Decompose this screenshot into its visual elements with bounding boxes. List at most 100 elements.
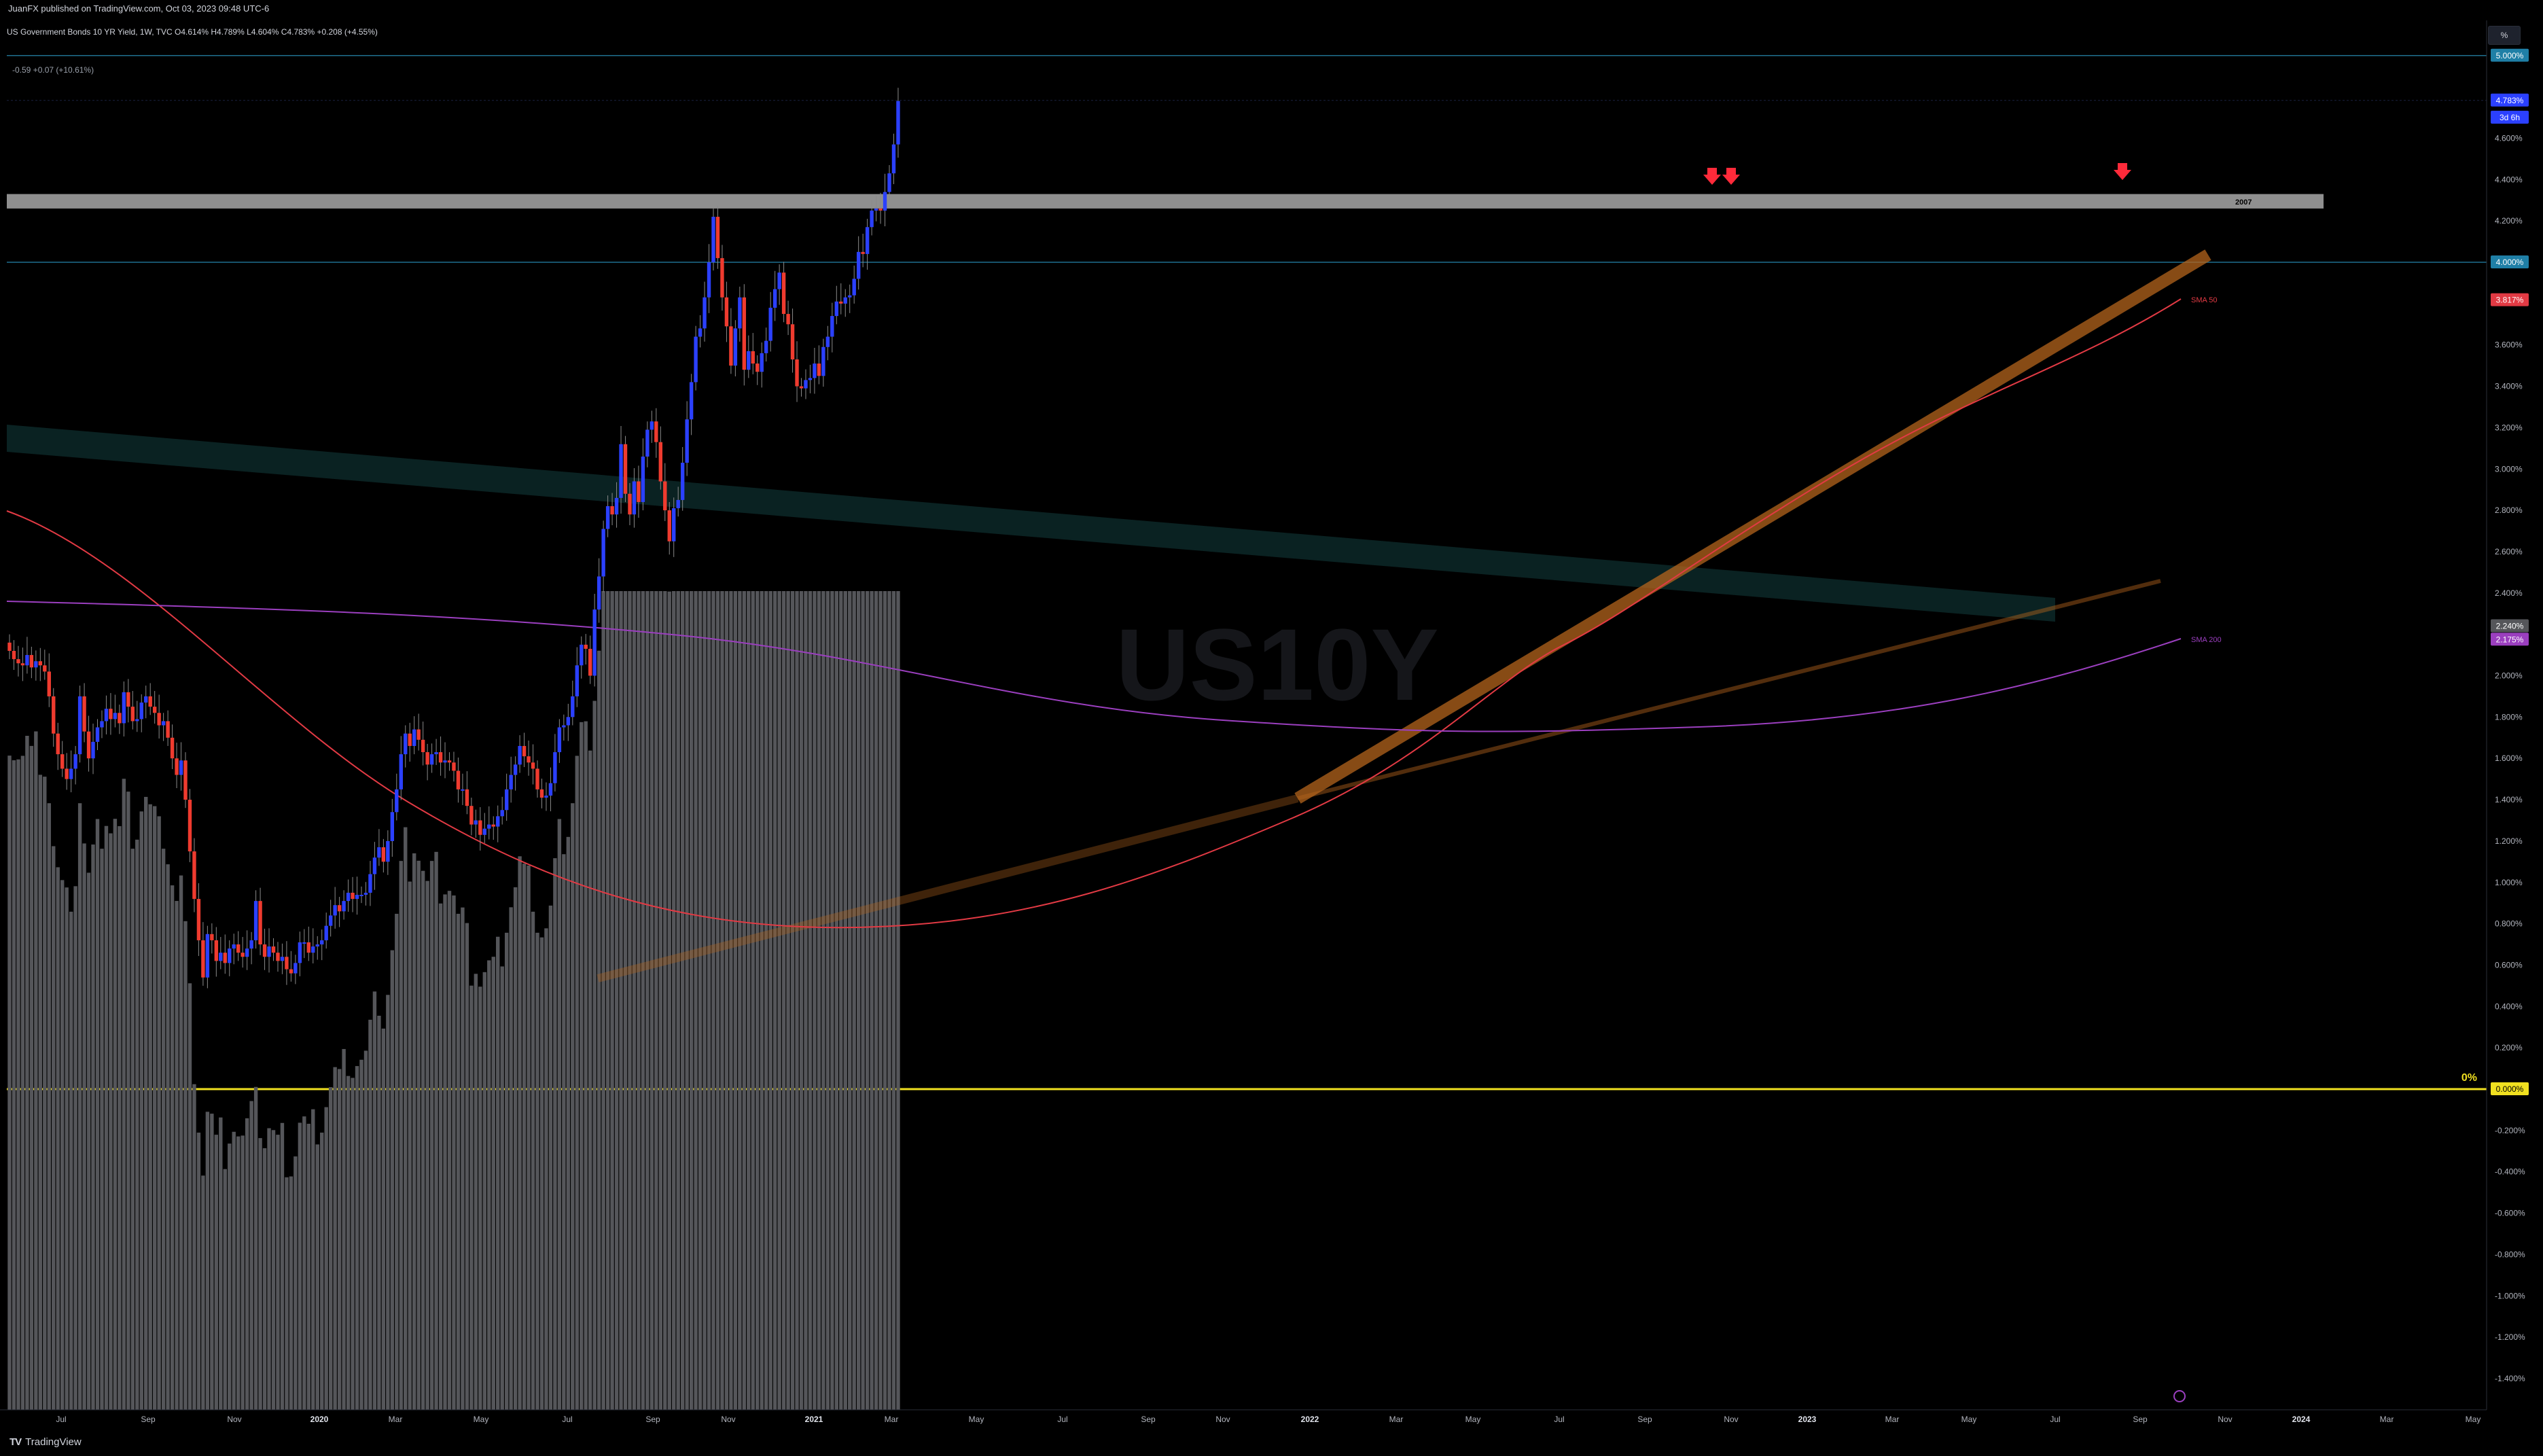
- candles: [7, 88, 900, 989]
- volume-bar: [170, 885, 175, 1410]
- candle-body: [601, 529, 605, 577]
- candle-body: [47, 671, 51, 696]
- volume-bar: [487, 960, 491, 1410]
- volume-bar: [271, 1130, 276, 1410]
- price-tag: [2491, 111, 2529, 124]
- candle-body: [302, 942, 306, 944]
- volume-bar: [381, 1028, 386, 1410]
- time-tick-label: Nov: [1724, 1415, 1738, 1424]
- candle-body: [456, 770, 461, 789]
- volume-bar: [632, 591, 637, 1410]
- candle-body: [192, 851, 196, 900]
- volume-bar: [883, 591, 887, 1410]
- band-label: 2007: [2235, 198, 2252, 207]
- volume-bar: [544, 928, 548, 1410]
- volume-bar: [399, 861, 403, 1410]
- candle-body: [654, 421, 658, 442]
- tradingview-logo[interactable]: TV TradingView: [10, 1436, 82, 1448]
- volume-bar: [654, 591, 658, 1410]
- volume-bar: [474, 974, 478, 1410]
- volume-bar: [781, 591, 786, 1410]
- symbol-legend[interactable]: US Government Bonds 10 YR Yield, 1W, TVC…: [7, 27, 378, 37]
- price-tick-label: -1.000%: [2495, 1291, 2525, 1300]
- volume-bar: [531, 911, 535, 1410]
- candle-body: [711, 217, 715, 262]
- candle-body: [768, 307, 772, 341]
- percent-scale-button[interactable]: %: [2488, 26, 2521, 45]
- time-tick-label: 2024: [2292, 1415, 2311, 1424]
- time-tick-label: Jul: [56, 1415, 66, 1424]
- time-tick-label: May: [1465, 1415, 1481, 1424]
- volume-bar: [491, 957, 495, 1410]
- candle-body: [126, 692, 130, 707]
- candle-body: [469, 806, 474, 825]
- volume-bar: [751, 591, 755, 1410]
- time-tick-label: Mar: [885, 1415, 899, 1424]
- tv-logo-text: TradingView: [25, 1436, 82, 1448]
- price-tag: [2491, 255, 2529, 268]
- volume-bar: [302, 1116, 306, 1410]
- volume-bar: [95, 819, 100, 1410]
- candle-body: [733, 328, 738, 366]
- volume-bar: [658, 591, 662, 1410]
- candle-body: [113, 713, 118, 720]
- candle-body: [641, 456, 645, 502]
- volume-bar: [760, 591, 764, 1410]
- price-tick-label: 0.600%: [2495, 960, 2523, 970]
- volume-bar: [289, 1176, 294, 1410]
- candle-body: [157, 713, 161, 726]
- candle-body: [742, 297, 747, 370]
- candle-body: [738, 297, 742, 329]
- volume-bar: [183, 921, 188, 1410]
- volume-bar: [623, 591, 628, 1410]
- price-tag: [2491, 93, 2529, 107]
- volume-bar: [285, 1177, 289, 1410]
- time-tick-label: May: [1961, 1415, 1977, 1424]
- price-tag: [2491, 1082, 2529, 1095]
- volume-bar: [592, 700, 597, 1410]
- volume-bar: [228, 1143, 232, 1410]
- volume-bar: [294, 1156, 298, 1410]
- candle-body: [434, 752, 438, 755]
- volume-bar: [16, 759, 20, 1410]
- volume-bar: [891, 591, 896, 1410]
- time-tick-label: Jul: [562, 1415, 572, 1424]
- indicator-legend[interactable]: -0.59 +0.07 (+10.61%): [12, 65, 94, 75]
- candle-body: [610, 506, 614, 515]
- candle-body: [337, 905, 342, 912]
- candle-body: [372, 857, 377, 874]
- volume-bar: [588, 750, 592, 1410]
- volume-bar: [676, 591, 680, 1410]
- volume-bar: [192, 1084, 196, 1410]
- volume-bar: [680, 591, 685, 1410]
- time-tick-label: Sep: [141, 1415, 156, 1424]
- volume-bar: [535, 932, 539, 1410]
- volume-bar: [52, 846, 56, 1410]
- candle-body: [527, 756, 531, 763]
- volume-bar: [522, 864, 527, 1410]
- candle-body: [531, 762, 535, 769]
- candle-body: [421, 739, 425, 753]
- candle-body: [513, 764, 518, 775]
- candle-body: [597, 576, 601, 610]
- volume-bar: [821, 591, 825, 1410]
- candle-body: [214, 940, 219, 961]
- candle-body: [848, 295, 852, 298]
- volume-bar: [324, 1107, 328, 1410]
- volume-bar: [478, 987, 482, 1410]
- volume-bar: [139, 811, 143, 1410]
- candle-body: [447, 760, 452, 763]
- volume-bar: [337, 1069, 342, 1410]
- volume-bar: [91, 844, 95, 1410]
- time-tick-label: Nov: [1215, 1415, 1230, 1424]
- volume-bar: [346, 1076, 351, 1410]
- candle-body: [887, 173, 891, 192]
- volume-bar: [575, 756, 579, 1410]
- volume-bar: [65, 887, 69, 1410]
- volume-bar: [43, 777, 47, 1410]
- drawings: 2007: [7, 194, 2324, 982]
- volume-bar: [610, 591, 614, 1410]
- volume-bar: [47, 803, 51, 1410]
- candle-body: [535, 768, 539, 789]
